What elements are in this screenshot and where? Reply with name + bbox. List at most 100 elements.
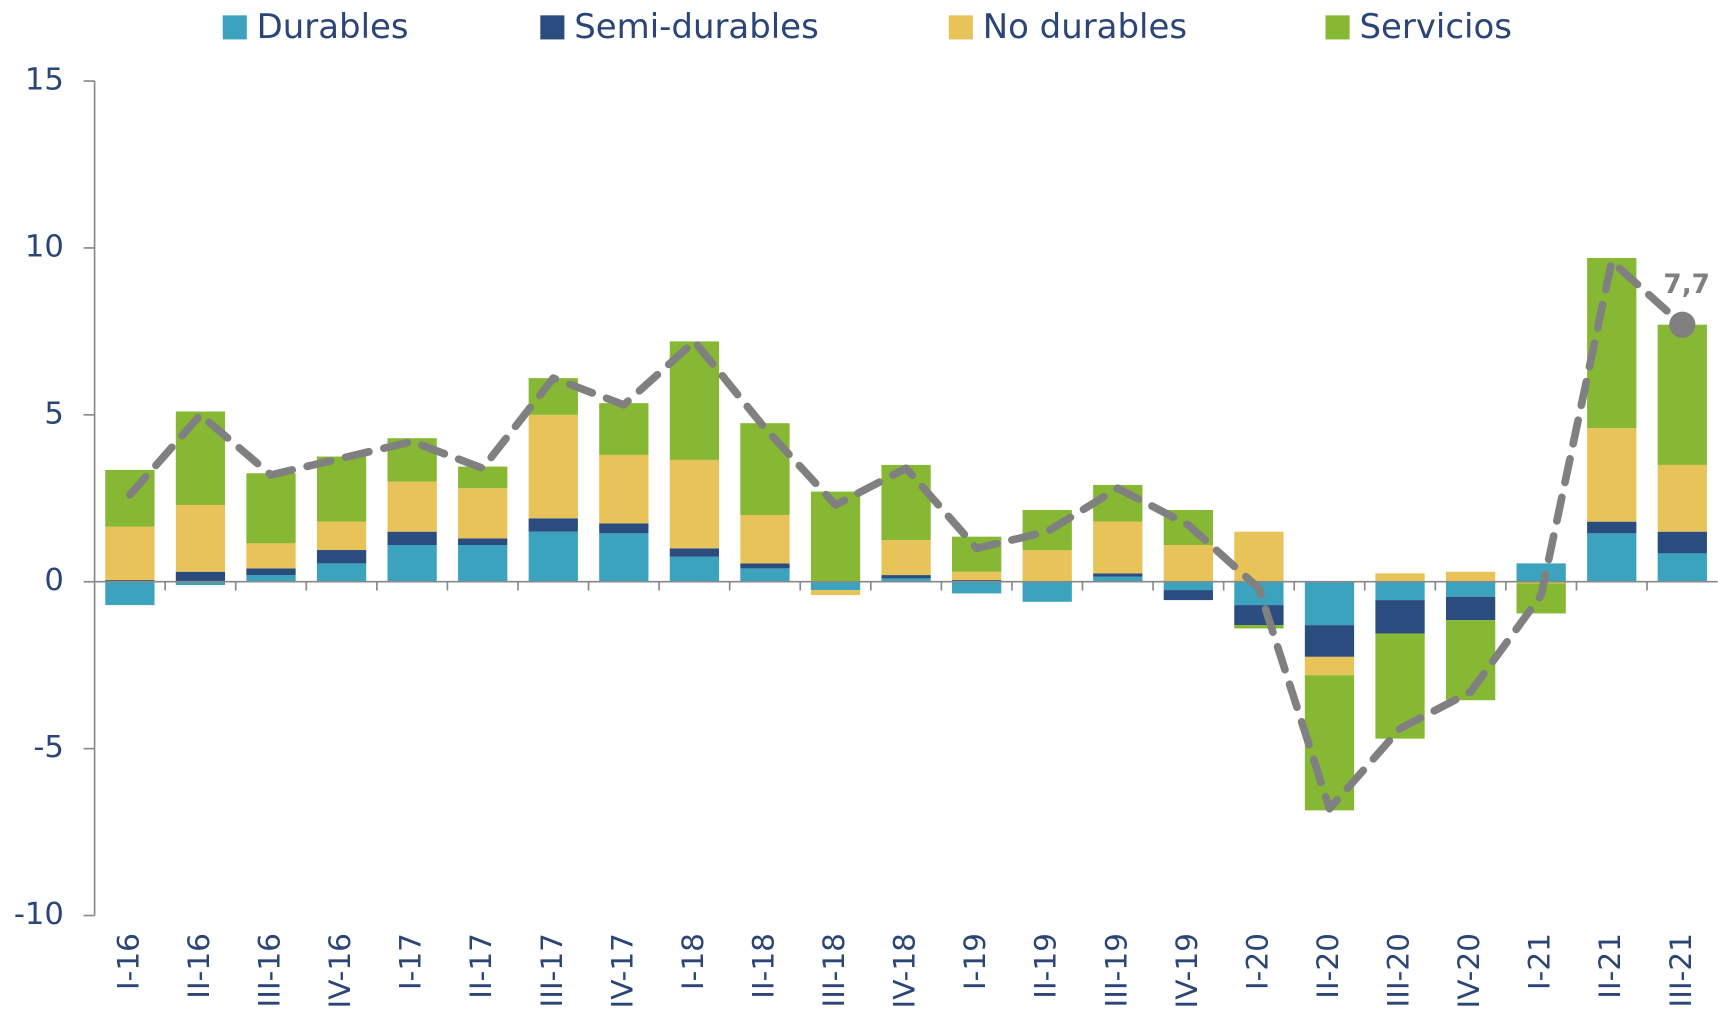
- x-tick-label: II-20: [1311, 933, 1345, 999]
- bar-segment: [1657, 464, 1707, 532]
- y-tick-label: 10: [25, 229, 64, 264]
- bar-segment: [740, 514, 790, 564]
- bar-segment: [1093, 573, 1143, 577]
- bar-segment: [1587, 428, 1637, 522]
- bar-segment: [740, 423, 790, 515]
- x-tick-label: IV-19: [1170, 933, 1204, 1008]
- bar-segment: [105, 580, 155, 582]
- x-tick-label: I-19: [958, 933, 992, 990]
- bar-segment: [1022, 581, 1072, 602]
- bar-segment: [599, 403, 649, 455]
- x-tick-label: II-17: [464, 933, 498, 999]
- y-tick-label: 0: [44, 563, 64, 598]
- bar-segment: [246, 543, 296, 569]
- bar-segment: [1445, 571, 1496, 582]
- bar-segment: [175, 581, 226, 586]
- x-tick-label: I-18: [676, 933, 710, 990]
- legend-swatch: [948, 15, 973, 40]
- bar-segment: [669, 556, 720, 582]
- x-tick-label: IV-18: [888, 933, 922, 1008]
- x-tick-label: IV-16: [323, 933, 357, 1008]
- bar-segment: [1093, 576, 1143, 582]
- legend-swatch: [222, 15, 247, 40]
- bar-segment: [1163, 581, 1213, 591]
- legend-swatch: [1325, 15, 1350, 40]
- legend-label: No durables: [983, 7, 1187, 47]
- bar-segment: [952, 580, 1002, 582]
- bar-segment: [458, 538, 508, 546]
- x-tick-label: III-21: [1664, 933, 1698, 1007]
- bar-segment: [1234, 531, 1284, 582]
- bar-segment: [1375, 600, 1425, 634]
- bar-segment: [1587, 521, 1637, 534]
- bar-segment: [1657, 553, 1707, 582]
- bar-segment: [316, 456, 367, 522]
- bar-segment: [246, 568, 296, 576]
- bar-segment: [1445, 581, 1496, 597]
- x-tick-label: II-19: [1029, 933, 1063, 999]
- x-tick-label: II-16: [182, 933, 216, 999]
- bar-segment: [881, 464, 931, 541]
- total-line: [126, 257, 1687, 813]
- bar-segment: [952, 581, 1002, 594]
- bar-segment: [740, 563, 790, 569]
- x-tick-label: III-20: [1382, 933, 1416, 1007]
- x-tick-label: I-16: [111, 933, 145, 990]
- bar-segment: [810, 590, 861, 596]
- legend-swatch: [540, 15, 565, 40]
- x-tick-label: III-17: [535, 933, 569, 1007]
- bar-segment: [1375, 573, 1425, 582]
- bar-segment: [528, 414, 578, 519]
- bar-segment: [1587, 533, 1637, 582]
- bar-segment: [810, 581, 861, 591]
- bar-segment: [1093, 521, 1143, 574]
- bar-segment: [599, 533, 649, 582]
- y-tick-label: 15: [25, 63, 64, 98]
- y-tick-label: 5: [44, 396, 64, 431]
- bar-segment: [316, 563, 367, 582]
- legend-label: Semi-durables: [574, 7, 819, 47]
- bar-segment: [458, 545, 508, 582]
- bar-segment: [881, 575, 931, 579]
- x-tick-label: III-18: [817, 933, 851, 1007]
- data-label: 7,7: [1663, 270, 1710, 300]
- bar-segment: [316, 521, 367, 551]
- x-tick-label: I-21: [1523, 933, 1557, 990]
- x-tick-label: III-16: [253, 933, 287, 1007]
- bar-segment: [1516, 563, 1566, 582]
- bar-segment: [1657, 324, 1707, 465]
- bar-segment: [669, 459, 720, 549]
- bar-segment: [881, 578, 931, 582]
- bar-segment: [175, 571, 226, 582]
- bar-segment: [458, 466, 508, 489]
- x-tick-label: IV-20: [1452, 933, 1486, 1008]
- bar-segment: [387, 545, 437, 582]
- bar-segment: [528, 531, 578, 582]
- y-tick-label: -5: [33, 730, 64, 765]
- bar-segment: [175, 504, 226, 572]
- bar-segment: [1022, 550, 1072, 582]
- bar-segment: [1304, 625, 1355, 657]
- bar-segment: [1445, 596, 1496, 621]
- bar-segment: [246, 473, 296, 544]
- bar-segment: [599, 454, 649, 524]
- bar-segment: [387, 531, 437, 546]
- bar-segment: [881, 540, 931, 576]
- x-tick-label: II-18: [746, 933, 780, 999]
- bar-segment: [528, 518, 578, 532]
- bar-segment: [740, 568, 790, 582]
- bar-segment: [105, 526, 155, 581]
- x-tick-label: IV-17: [605, 933, 639, 1008]
- x-tick-label: III-19: [1099, 933, 1133, 1007]
- x-tick-label: II-21: [1593, 933, 1627, 999]
- x-tick-label: I-17: [394, 933, 428, 990]
- bar-segment: [952, 571, 1002, 581]
- bar-segment: [599, 523, 649, 534]
- bar-segment: [1163, 590, 1213, 601]
- bar-segment: [1657, 531, 1707, 554]
- bar-segment: [1234, 605, 1284, 626]
- bar-segment: [1304, 656, 1355, 676]
- bar-segment: [669, 548, 720, 557]
- bar-segment: [458, 488, 508, 539]
